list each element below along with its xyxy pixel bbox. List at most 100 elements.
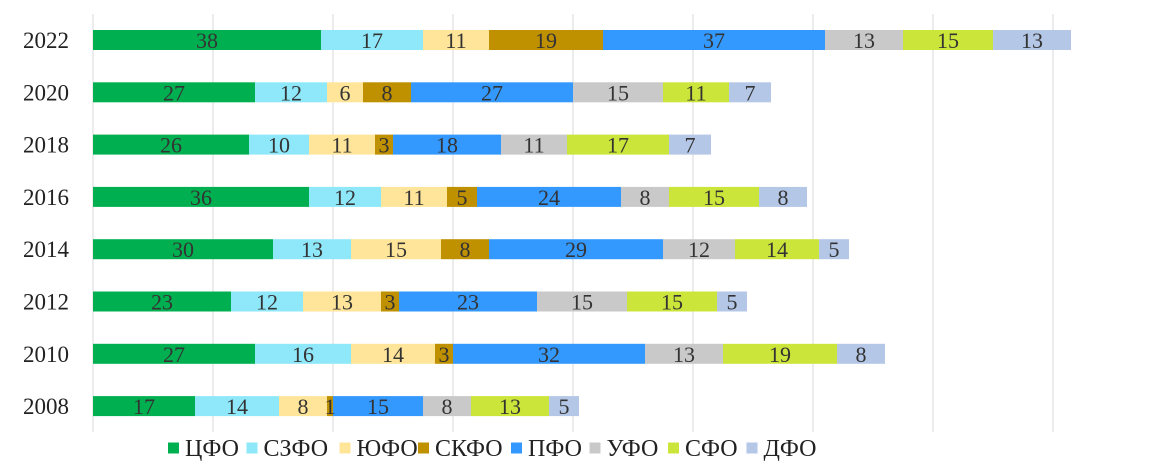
bar-segment [255, 343, 351, 364]
bar-segment [423, 30, 489, 50]
bar-segment [327, 82, 363, 103]
data-label: 7 [745, 80, 756, 105]
bar-segment [333, 396, 423, 417]
data-label: 27 [481, 80, 503, 105]
legend-label: ПФО [528, 436, 582, 462]
bar-segment [423, 396, 471, 417]
bar-segment [549, 396, 579, 417]
data-label: 15 [607, 80, 629, 105]
bar-segment [567, 134, 669, 155]
data-label: 27 [163, 342, 185, 367]
bar-segment [489, 30, 603, 50]
data-label: 13 [331, 290, 353, 315]
bar-segment [381, 291, 399, 312]
bar-segment [501, 134, 567, 155]
data-label: 8 [460, 237, 471, 262]
data-label: 17 [133, 394, 155, 419]
legend-item: ДФО [746, 436, 817, 462]
bar-segment [309, 134, 375, 155]
bar-segment [393, 134, 501, 155]
data-label: 12 [334, 185, 356, 210]
data-label: 15 [937, 28, 959, 53]
bar-segment [603, 30, 825, 50]
data-label: 11 [445, 28, 466, 53]
bar-segment [93, 291, 231, 312]
data-label: 5 [457, 185, 468, 210]
bar-segment [93, 239, 273, 260]
bar-segment [321, 30, 423, 50]
data-label: 16 [292, 342, 314, 367]
legend-label: ЮФО [357, 436, 418, 462]
legend-label: СКФО [435, 436, 503, 462]
bar-segment [663, 239, 735, 260]
bar-segment [669, 134, 711, 155]
bar-segment [735, 239, 819, 260]
bar-segment [249, 134, 309, 155]
category-label: 2018 [23, 133, 69, 158]
bar-segment [231, 291, 303, 312]
data-label: 15 [571, 290, 593, 315]
data-label: 12 [280, 80, 302, 105]
bar-segment [453, 343, 645, 364]
legend-item: ПФО [511, 436, 582, 462]
category-label: 2008 [23, 394, 69, 419]
bar-segment [573, 82, 663, 103]
data-label: 11 [523, 133, 544, 158]
bar-segment [759, 186, 807, 207]
bar-segment [279, 396, 327, 417]
legend-item: УФО [589, 436, 658, 462]
data-label: 8 [382, 80, 393, 105]
data-label: 11 [403, 185, 424, 210]
bar-segment [375, 134, 393, 155]
legend-label: СФО [685, 436, 738, 462]
data-label: 3 [379, 133, 390, 158]
bar-segment [489, 239, 663, 260]
data-label: 11 [685, 80, 706, 105]
data-label: 27 [163, 80, 185, 105]
bar-segment [195, 396, 279, 417]
bar-segment [93, 396, 195, 417]
bar-segment [93, 343, 255, 364]
bar-segment [627, 291, 717, 312]
category-label: 2012 [23, 290, 69, 315]
data-label: 24 [538, 185, 560, 210]
data-label: 8 [640, 185, 651, 210]
legend-swatch [589, 442, 601, 454]
legend-item: СФО [668, 436, 738, 462]
data-label: 1 [325, 394, 336, 419]
data-label: 14 [382, 342, 404, 367]
bar-segment [717, 291, 747, 312]
legend-item: ЮФО [339, 436, 418, 462]
data-label: 30 [172, 237, 194, 262]
data-label: 5 [829, 237, 840, 262]
bar-segment [351, 343, 435, 364]
bar-segment [537, 291, 627, 312]
legend-label: ДФО [764, 436, 817, 462]
bar-segment [447, 186, 477, 207]
category-label: 2014 [23, 237, 70, 262]
data-label: 38 [196, 28, 218, 53]
legend-label: ЦФО [185, 436, 239, 462]
data-label: 13 [1021, 28, 1043, 53]
bar-segment [363, 82, 411, 103]
data-label: 18 [436, 133, 458, 158]
bar-segment [723, 343, 837, 364]
legend-swatch [418, 442, 429, 454]
data-label: 12 [688, 237, 710, 262]
bar-segment [993, 30, 1071, 50]
bar-segment [645, 343, 723, 364]
legend-swatch [246, 442, 258, 454]
category-label: 2010 [23, 342, 69, 367]
bar-segment [327, 396, 333, 417]
data-label: 5 [559, 394, 570, 419]
bar-segment [399, 291, 537, 312]
bar-segment [903, 30, 993, 50]
data-label: 17 [361, 28, 383, 53]
data-label: 13 [673, 342, 695, 367]
bar-segment [351, 239, 441, 260]
category-label: 2022 [23, 28, 69, 53]
legend-item: СЗФО [246, 436, 328, 462]
